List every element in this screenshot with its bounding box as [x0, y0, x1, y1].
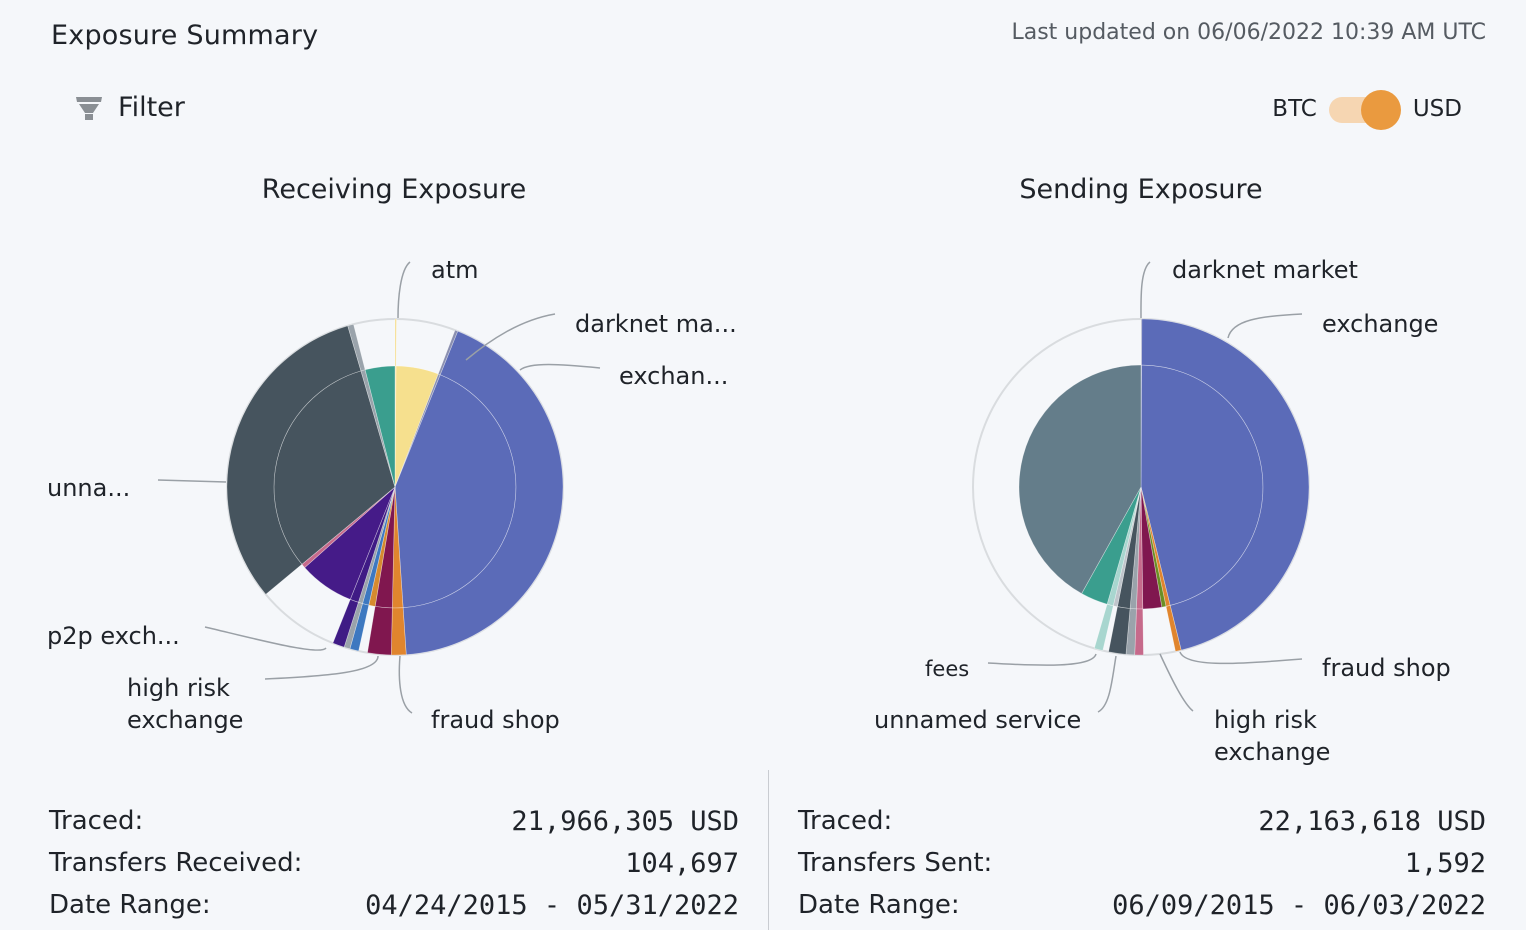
sending-outer-slice-1[interactable] — [1141, 318, 1310, 651]
sending-stats: Traced: 22,163,618 USD Transfers Sent: 1… — [798, 800, 1486, 926]
stat-row: Traced: 21,966,305 USD — [49, 800, 739, 842]
receiving-slice-14[interactable] — [364, 365, 396, 488]
receiving-outer-slice-0[interactable] — [394, 318, 397, 367]
receiving-stats: Traced: 21,966,305 USD Transfers Receive… — [49, 800, 739, 926]
stat-row: Traced: 22,163,618 USD — [798, 800, 1486, 842]
sending-slice-11[interactable] — [1018, 364, 1142, 594]
receiving-fraud-label: fraud shop — [431, 706, 560, 734]
receiving-high-risk-label-2: exchange — [127, 706, 243, 734]
date-range-label: Date Range: — [798, 890, 960, 920]
traced-value: 22,163,618 USD — [1258, 805, 1486, 837]
page-title: Exposure Summary — [51, 20, 319, 51]
receiving-atm-label: atm — [431, 256, 479, 284]
sending-exposure-title: Sending Exposure — [1019, 174, 1263, 205]
filter-button[interactable]: Filter — [74, 92, 185, 123]
sending-fraud-label: fraud shop — [1322, 654, 1451, 682]
stat-row: Transfers Sent: 1,592 — [798, 842, 1486, 884]
filter-label: Filter — [118, 92, 185, 123]
date-range-value: 04/24/2015 - 05/31/2022 — [365, 889, 739, 921]
sending-exposure-chart[interactable]: darknet market exchange fraud shop fees … — [763, 240, 1526, 780]
date-range-label: Date Range: — [49, 890, 211, 920]
sending-high-risk-label-1: high risk — [1214, 706, 1317, 734]
receiving-high-risk-label-1: high risk — [127, 674, 230, 702]
transfers-value: 1,592 — [1404, 847, 1486, 879]
transfers-value: 104,697 — [625, 847, 739, 879]
receiving-outer-slice-3[interactable] — [402, 330, 564, 655]
receiving-exposure-chart[interactable]: atm darknet ma... exchan... unna... p2p … — [0, 240, 760, 780]
receiving-outer-slice-5[interactable] — [367, 606, 393, 656]
stat-row: Date Range: 06/09/2015 - 06/03/2022 — [798, 884, 1486, 926]
receiving-darknet-label: darknet ma... — [575, 310, 737, 338]
transfers-label: Transfers Received: — [49, 848, 303, 878]
receiving-unnamed-label: unna... — [47, 474, 130, 502]
usd-label[interactable]: USD — [1412, 96, 1462, 122]
sending-high-risk-label-2: exchange — [1214, 738, 1330, 766]
traced-label: Traced: — [798, 806, 893, 836]
stats-divider — [768, 770, 769, 930]
traced-label: Traced: — [49, 806, 144, 836]
currency-switch[interactable] — [1328, 90, 1401, 130]
sending-fees-label: fees — [925, 657, 969, 681]
transfers-label: Transfers Sent: — [798, 848, 993, 878]
leader-lines — [987, 261, 1303, 713]
stat-row: Transfers Received: 104,697 — [49, 842, 739, 884]
sending-unnamed-label: unnamed service — [874, 706, 1081, 734]
leader-lines — [157, 261, 601, 714]
stat-row: Date Range: 04/24/2015 - 05/31/2022 — [49, 884, 739, 926]
sending-darknet-label: darknet market — [1172, 256, 1358, 284]
receiving-outer-slice-12[interactable] — [226, 325, 362, 595]
sending-outer-slice-7[interactable] — [1108, 606, 1131, 655]
switch-knob[interactable] — [1360, 90, 1401, 130]
receiving-p2p-label: p2p exch... — [47, 622, 180, 650]
last-updated-text: Last updated on 06/06/2022 10:39 AM UTC — [1011, 20, 1486, 45]
traced-value: 21,966,305 USD — [511, 805, 739, 837]
filter-icon — [76, 96, 102, 120]
currency-toggle[interactable]: BTC USD — [1272, 90, 1462, 130]
date-range-value: 06/09/2015 - 06/03/2022 — [1112, 889, 1486, 921]
sending-exchange-label: exchange — [1322, 310, 1438, 338]
receiving-exposure-title: Receiving Exposure — [261, 174, 527, 205]
btc-label[interactable]: BTC — [1272, 96, 1317, 122]
receiving-exchange-label: exchan... — [619, 362, 728, 390]
